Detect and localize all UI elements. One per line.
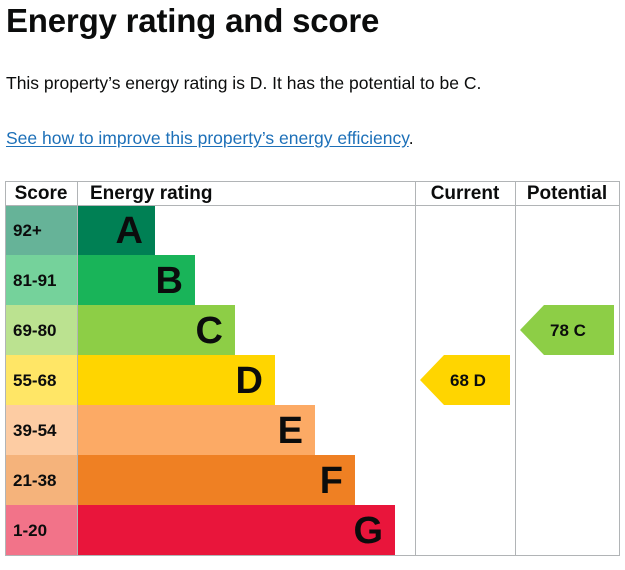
rating-letter: D — [236, 360, 263, 402]
rating-bar-d — [77, 355, 275, 405]
score-cell — [5, 305, 77, 355]
rating-bar-g — [77, 505, 395, 555]
score-label: 69-80 — [13, 321, 56, 340]
rating-letter: F — [320, 460, 343, 502]
score-label: 55-68 — [13, 371, 56, 390]
score-label: 39-54 — [13, 421, 57, 440]
improve-efficiency-link[interactable]: See how to improve this property’s energ… — [6, 128, 409, 148]
score-cell — [5, 255, 77, 305]
rating-letter: C — [196, 310, 223, 352]
page-title: Energy rating and score — [6, 2, 380, 39]
score-cell — [5, 455, 77, 505]
rating-bar-a — [77, 205, 155, 255]
score-label: 1-20 — [13, 521, 47, 540]
potential-arrow-label: 78 C — [550, 321, 586, 340]
column-header-current: Current — [431, 183, 500, 204]
rating-letter: B — [156, 260, 183, 302]
chart-border — [5, 181, 620, 556]
score-cell — [5, 405, 77, 455]
score-cell — [5, 205, 77, 255]
rating-bar-e — [77, 405, 315, 455]
column-header-potential: Potential — [527, 183, 607, 204]
rating-bar-b — [77, 255, 195, 305]
rating-summary: This property’s energy rating is D. It h… — [6, 73, 482, 93]
link-suffix: . — [408, 128, 414, 148]
rating-bar-f — [77, 455, 355, 505]
score-cell — [5, 355, 77, 405]
current-arrow-label: 68 D — [450, 371, 486, 390]
score-label: 81-91 — [13, 271, 56, 290]
score-cell — [5, 505, 77, 555]
improve-link-line: See how to improve this property’s energ… — [6, 127, 414, 149]
score-label: 92+ — [13, 221, 42, 240]
score-label: 21-38 — [13, 471, 56, 490]
potential-arrow — [520, 305, 614, 355]
column-header-energy-rating: Energy rating — [90, 183, 212, 204]
column-header-score: Score — [15, 183, 68, 204]
rating-letter: E — [278, 410, 303, 452]
rating-letter: G — [353, 510, 383, 552]
rating-bar-c — [77, 305, 235, 355]
current-arrow — [420, 355, 510, 405]
rating-letter: A — [116, 210, 143, 252]
